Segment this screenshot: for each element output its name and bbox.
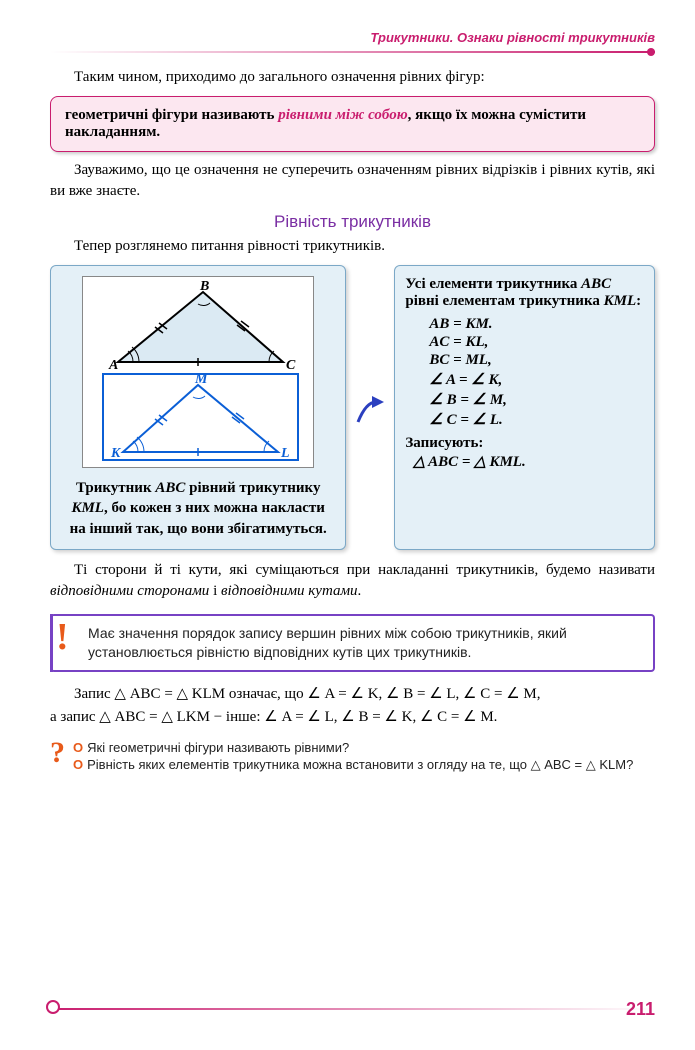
eq: AB = KM.	[429, 316, 644, 333]
svg-text:A: A	[108, 358, 118, 373]
page-header: Трикутники. Ознаки рівності трикутників	[50, 30, 655, 45]
after-box-paragraph: Ті сторони й ті кути, які суміщаються пр…	[50, 560, 655, 602]
bullet-icon: О	[73, 757, 83, 772]
note-text: Має значення порядок запису вершин рівни…	[88, 625, 567, 660]
record-eq: △ ABC = △ KML.	[405, 452, 644, 471]
question-mark-icon: ?	[50, 738, 65, 775]
note-paragraph: Зауважимо, що це означення не суперечить…	[50, 160, 655, 202]
question-text: Які геометричні фігури називають рівними…	[87, 740, 349, 755]
records-line-2: а запис △ ABC = △ LKM − інше: ∠ A = ∠ L,…	[50, 707, 655, 728]
section-intro: Тепер розглянемо питання рівності трикут…	[50, 236, 655, 257]
arrow-icon	[356, 265, 384, 550]
right-panel: Усі елементи трикутника ABC рівні елемен…	[394, 265, 655, 550]
question-block: ? О Які геометричні фігури називають рівн…	[50, 738, 655, 775]
footer-dot-icon	[46, 1000, 60, 1014]
record-label: Записують:	[405, 435, 644, 452]
triangle-comparison: A B C	[50, 265, 655, 550]
definition-box: геометричні фігури називають рівними між…	[50, 96, 655, 152]
page-number: 211	[626, 999, 655, 1020]
intro-paragraph: Таким чином, приходимо до загального озн…	[50, 67, 655, 88]
triangle-figure: A B C	[82, 276, 314, 468]
exclamation-icon: !	[56, 618, 69, 656]
left-panel: A B C	[50, 265, 346, 550]
important-note: ! Має значення порядок запису вершин рів…	[50, 614, 655, 672]
eq: ∠ C = ∠ L.	[429, 410, 644, 429]
svg-text:M: M	[194, 372, 208, 387]
eq: ∠ A = ∠ K,	[429, 370, 644, 389]
footer-rule	[50, 1008, 655, 1010]
left-caption: Трикутник ABC рівний трикутнику KML, бо …	[61, 478, 335, 539]
equation-list: AB = KM. AC = KL, BC = ML, ∠ A = ∠ K, ∠ …	[429, 316, 644, 429]
bullet-icon: О	[73, 740, 83, 755]
right-header: Усі елементи трикутника ABC рівні елемен…	[405, 276, 644, 310]
svg-text:C: C	[286, 358, 296, 373]
section-title: Рівність трикутників	[50, 212, 655, 232]
eq: BC = ML,	[429, 352, 644, 369]
def-em: рівними між собою	[278, 107, 407, 123]
svg-text:K: K	[110, 446, 122, 461]
question-items: О Які геометричні фігури називають рівним…	[73, 738, 633, 775]
svg-text:B: B	[199, 279, 209, 294]
def-prefix: геометричні фігури називають	[65, 107, 278, 123]
eq: ∠ B = ∠ M,	[429, 390, 644, 409]
records-line-1: Запис △ ABC = △ KLM означає, що ∠ A = ∠ …	[50, 684, 655, 705]
svg-text:L: L	[280, 446, 290, 461]
question-text: Рівність яких елементів трикутника можна…	[87, 757, 633, 772]
header-rule	[50, 51, 655, 53]
eq: AC = KL,	[429, 334, 644, 351]
